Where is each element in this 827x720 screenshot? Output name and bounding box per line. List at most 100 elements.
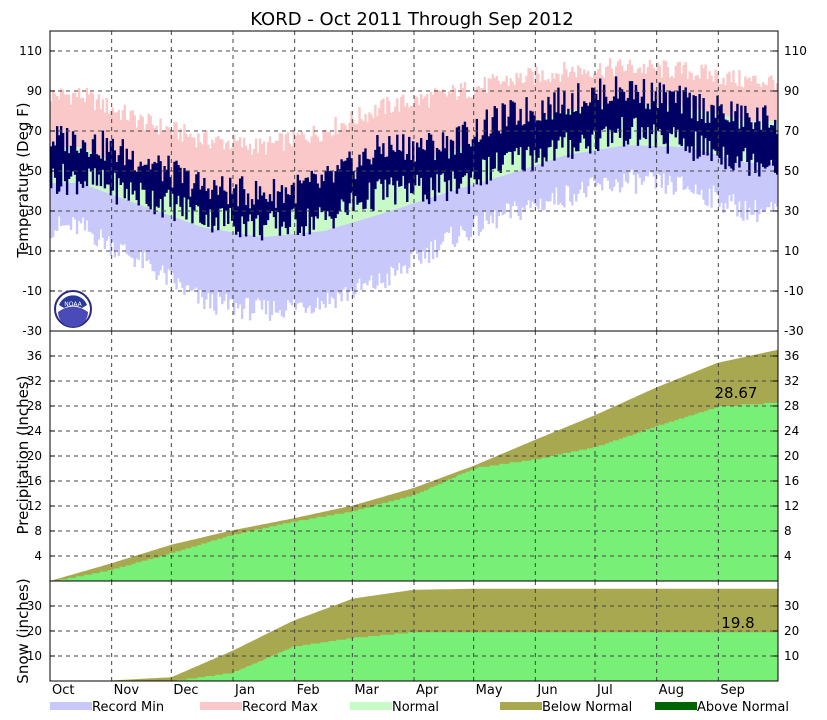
record-min-band-bar (131, 201, 134, 259)
record-min-band-bar (684, 146, 687, 190)
normal-band-bar (219, 202, 222, 231)
record-max-band-bar (356, 123, 359, 189)
record-max-band-bar (308, 142, 311, 203)
observed-temperature-bar (688, 92, 691, 153)
record-max-band-bar (398, 111, 401, 173)
observed-temperature-bar (390, 144, 393, 178)
record-min-band-bar (654, 145, 658, 189)
observed-temperature-bar (63, 151, 67, 182)
record-min-band-bar (189, 222, 192, 291)
observed-temperature-bar (429, 134, 433, 178)
record-max-band-bar (429, 92, 433, 159)
record-min-band-bar (465, 186, 469, 238)
legend-swatch-above-normal (655, 702, 697, 710)
observed-temperature-bar (441, 132, 445, 174)
observed-temperature-bar (231, 193, 234, 221)
record-min-band-bar (567, 154, 570, 187)
observed-temperature-bar (147, 158, 150, 207)
observed-temperature-bar (316, 183, 319, 219)
record-min-band-bar (666, 146, 670, 186)
observed-temperature-bar (384, 157, 387, 180)
observed-temperature-bar (569, 114, 572, 141)
observed-temperature-bar (447, 158, 451, 181)
record-max-band-bar (589, 76, 592, 108)
observed-temperature-bar (475, 118, 479, 185)
record-max-band-bar (268, 136, 272, 209)
record-min-band-bar (213, 229, 216, 311)
noaa-logo-bird (58, 306, 88, 327)
record-min-band-bar (244, 234, 248, 298)
observed-temperature-bar (262, 192, 266, 226)
month-label-oct: Oct (52, 683, 74, 698)
record-max-band-bar (99, 109, 103, 157)
record-min-band-bar (292, 233, 296, 300)
observed-temperature-bar (338, 169, 341, 212)
record-min-band-bar (346, 223, 349, 301)
observed-temperature-bar (256, 199, 260, 216)
observed-temperature-bar (700, 118, 703, 136)
record-max-band-bar (97, 94, 101, 156)
record-min-band-bar (165, 214, 168, 285)
record-max-band-bar (137, 119, 140, 174)
record-max-band-bar (776, 83, 779, 121)
record-max-band-bar (195, 147, 198, 197)
normal-band-bar (487, 136, 490, 180)
record-min-band-bar (354, 221, 357, 294)
record-min-band-bar (497, 176, 500, 217)
record-max-band-bar (774, 90, 777, 121)
record-max-band-bar (678, 61, 681, 107)
record-min-band-bar (388, 211, 391, 286)
record-max-band-bar (262, 141, 266, 209)
normal-band-bar (177, 189, 180, 219)
record-max-band-bar (334, 116, 337, 197)
record-max-band-bar (596, 69, 600, 107)
record-max-band-bar (402, 94, 405, 171)
normal-band-bar (318, 201, 321, 232)
record-min-band-bar (481, 181, 485, 230)
normal-band-bar (390, 175, 393, 211)
record-min-band-bar (591, 150, 594, 178)
record-min-band-bar (195, 225, 198, 288)
record-min-band-bar (282, 234, 286, 318)
record-min-band-bar (589, 150, 592, 179)
record-min-band-bar (702, 151, 705, 200)
normal-band-bar (652, 104, 656, 146)
record-min-band-bar (415, 202, 419, 254)
noaa-logo-sky (59, 295, 87, 308)
record-min-band-bar (618, 146, 622, 193)
observed-temperature-bar (254, 180, 258, 219)
record-max-band-bar (479, 88, 483, 140)
record-max-band-bar (300, 131, 304, 204)
observed-temperature-bar (720, 104, 723, 165)
record-max-band-bar (722, 77, 725, 116)
record-max-band-bar (692, 80, 695, 109)
record-max-band-bar (65, 94, 69, 147)
record-min-band-bar (429, 197, 433, 242)
observed-temperature-bar (748, 117, 751, 176)
record-min-band-bar (217, 229, 220, 293)
record-min-band-bar (79, 183, 83, 224)
observed-temperature-bar (386, 156, 389, 198)
record-max-band-bar (565, 69, 568, 111)
observed-temperature-bar (658, 82, 662, 129)
record-min-band-bar (342, 224, 345, 290)
observed-temperature-bar (123, 165, 126, 199)
record-min-band-bar (419, 200, 423, 264)
record-max-band-bar (483, 76, 487, 139)
record-max-band-bar (324, 129, 327, 201)
observed-temperature-bar (535, 120, 538, 163)
record-max-band-bar (123, 104, 126, 168)
record-max-band-bar (51, 90, 55, 147)
record-max-band-bar (87, 94, 91, 151)
record-max-band-bar (282, 150, 286, 207)
record-min-band-bar (744, 162, 747, 201)
normal-band-bar (392, 174, 395, 210)
observed-temperature-bar (360, 165, 363, 203)
record-min-band-bar (487, 179, 490, 225)
record-min-band-bar (551, 159, 554, 193)
record-min-band-bar (203, 227, 206, 310)
record-max-band-bar (382, 98, 385, 180)
record-min-band-bar (320, 231, 323, 301)
observed-temperature-bar (772, 125, 775, 166)
